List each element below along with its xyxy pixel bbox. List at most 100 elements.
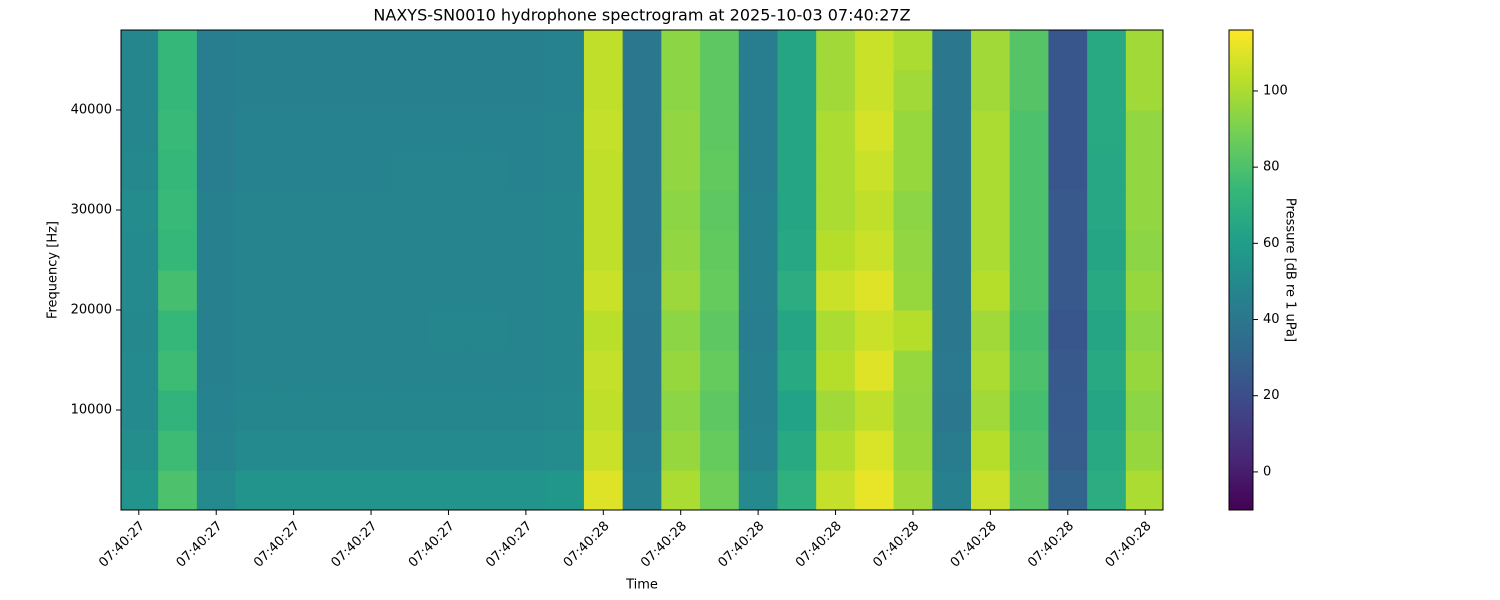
heatmap-cell bbox=[777, 350, 817, 391]
heatmap-cell bbox=[661, 270, 701, 311]
heatmap-cell bbox=[816, 310, 856, 351]
heatmap-cell bbox=[622, 110, 662, 151]
chart-title: NAXYS-SN0010 hydrophone spectrogram at 2… bbox=[373, 6, 910, 25]
heatmap-cell bbox=[738, 430, 779, 471]
heatmap-cell bbox=[971, 230, 1011, 271]
heatmap-cell bbox=[932, 390, 972, 431]
heatmap-cell bbox=[738, 470, 779, 510]
heatmap-cell bbox=[1048, 470, 1088, 510]
heatmap-cell bbox=[700, 350, 740, 391]
x-tick-label: 07:40:27 bbox=[251, 519, 303, 571]
heatmap-cell bbox=[971, 70, 1011, 111]
heatmap-cell bbox=[196, 270, 237, 311]
x-tick-label: 07:40:28 bbox=[1103, 519, 1155, 571]
heatmap-cell bbox=[121, 470, 159, 510]
heatmap-cell bbox=[545, 110, 585, 151]
heatmap-cell bbox=[932, 310, 972, 351]
heatmap-cell bbox=[1087, 190, 1127, 231]
heatmap-cell bbox=[661, 390, 701, 431]
heatmap-cell bbox=[158, 150, 198, 191]
colorbar-tick-label: 100 bbox=[1263, 83, 1288, 98]
heatmap-cell bbox=[700, 190, 740, 231]
heatmap-cell bbox=[121, 110, 159, 151]
heatmap-cell bbox=[1125, 390, 1163, 431]
heatmap-cell bbox=[1048, 310, 1088, 351]
heatmap-cell bbox=[506, 430, 546, 471]
heatmap-cell bbox=[158, 430, 198, 471]
y-tick-label: 10000 bbox=[71, 403, 112, 418]
heatmap-cell bbox=[274, 230, 314, 271]
heatmap-cell bbox=[816, 150, 856, 191]
x-axis-label: Time bbox=[625, 578, 658, 593]
colorbar bbox=[1228, 29, 1254, 511]
heatmap-cell bbox=[1087, 350, 1127, 391]
heatmap-cell bbox=[351, 430, 392, 471]
heatmap-cell bbox=[467, 270, 508, 311]
heatmap-cell bbox=[583, 190, 624, 231]
heatmap-cell bbox=[854, 70, 895, 111]
heatmap-cell bbox=[738, 270, 779, 311]
heatmap-cell bbox=[158, 230, 198, 271]
heatmap-cell bbox=[1048, 190, 1088, 231]
heatmap-cell bbox=[506, 30, 546, 71]
heatmap-cell bbox=[351, 310, 392, 351]
heatmap-cell bbox=[506, 150, 546, 191]
heatmap-cell bbox=[1087, 470, 1127, 510]
heatmap-cell bbox=[467, 30, 508, 71]
heatmap-cell bbox=[1009, 150, 1050, 191]
heatmap-cell bbox=[971, 30, 1011, 71]
y-tick-label: 30000 bbox=[71, 203, 112, 218]
heatmap-cell bbox=[196, 390, 237, 431]
heatmap-cell bbox=[158, 270, 198, 311]
heatmap-cell bbox=[893, 190, 933, 231]
heatmap-cell bbox=[1125, 110, 1163, 151]
heatmap-cell bbox=[893, 150, 933, 191]
heatmap-cell bbox=[738, 190, 779, 231]
heatmap-cell bbox=[893, 110, 933, 151]
heatmap-cell bbox=[158, 310, 198, 351]
heatmap-cell bbox=[312, 230, 353, 271]
heatmap-cell bbox=[390, 110, 430, 151]
heatmap-cell bbox=[777, 470, 817, 510]
heatmap-cell bbox=[429, 70, 469, 111]
heatmap-cell bbox=[545, 310, 585, 351]
heatmap-cell bbox=[1048, 270, 1088, 311]
heatmap-cell bbox=[1125, 70, 1163, 111]
heatmap-cell bbox=[971, 350, 1011, 391]
heatmap-cell bbox=[429, 310, 469, 351]
heatmap-cell bbox=[390, 70, 430, 111]
heatmap-cell bbox=[429, 30, 469, 71]
heatmap-cell bbox=[312, 110, 353, 151]
heatmap-cell bbox=[312, 190, 353, 231]
heatmap-cell bbox=[932, 430, 972, 471]
heatmap-cell bbox=[121, 190, 159, 231]
heatmap-cell bbox=[429, 350, 469, 391]
heatmap-cell bbox=[777, 110, 817, 151]
x-tick-label: 07:40:28 bbox=[1025, 519, 1077, 571]
heatmap-cell bbox=[390, 310, 430, 351]
heatmap-cell bbox=[467, 390, 508, 431]
heatmap-cell bbox=[661, 70, 701, 111]
heatmap-cell bbox=[700, 150, 740, 191]
heatmap-cell bbox=[816, 350, 856, 391]
heatmap-cell bbox=[700, 230, 740, 271]
heatmap-cell bbox=[429, 430, 469, 471]
heatmap-cell bbox=[1048, 230, 1088, 271]
heatmap-cell bbox=[121, 310, 159, 351]
heatmap-cell bbox=[777, 270, 817, 311]
heatmap-cell bbox=[1009, 270, 1050, 311]
heatmap-cell bbox=[196, 430, 237, 471]
heatmap-cell bbox=[467, 150, 508, 191]
heatmap-cell bbox=[1048, 30, 1088, 71]
heatmap-cell bbox=[738, 110, 779, 151]
heatmap-cell bbox=[1087, 230, 1127, 271]
heatmap-cell bbox=[622, 230, 662, 271]
heatmap-cell bbox=[506, 70, 546, 111]
heatmap-cell bbox=[738, 70, 779, 111]
heatmap-cell bbox=[390, 430, 430, 471]
heatmap-cell bbox=[1009, 30, 1050, 71]
heatmap-cell bbox=[893, 430, 933, 471]
heatmap-cell bbox=[1125, 30, 1163, 71]
heatmap-cell bbox=[274, 270, 314, 311]
